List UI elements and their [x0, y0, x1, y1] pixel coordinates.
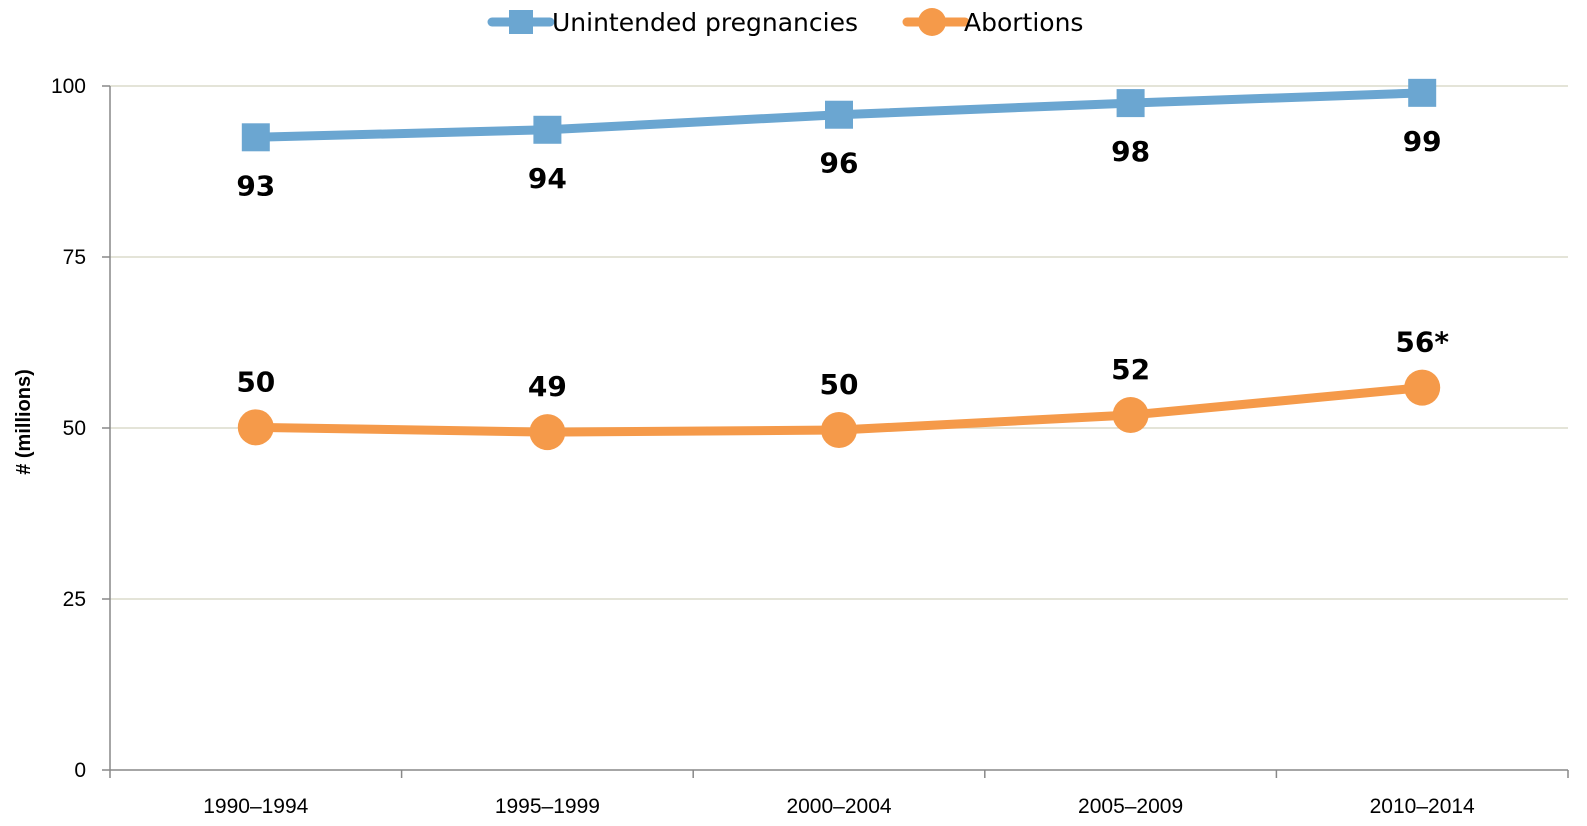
legend-label: Abortions	[964, 8, 1083, 37]
data-label: 52	[1111, 353, 1150, 386]
y-tick-label: 50	[63, 417, 86, 440]
legend-label: Unintended pregnancies	[552, 8, 858, 37]
x-tick-label: 2010–2014	[1370, 795, 1475, 818]
data-label: 56*	[1395, 326, 1449, 359]
data-point	[821, 412, 857, 449]
data-point	[825, 100, 853, 129]
x-tick-label: 1995–1999	[495, 795, 600, 818]
data-label: 94	[528, 162, 567, 195]
series-1	[241, 78, 1437, 152]
data-point	[1408, 78, 1437, 107]
x-tick-label: 2000–2004	[786, 795, 891, 818]
data-point	[1116, 89, 1145, 118]
legend: Unintended pregnancies Abortions	[487, 8, 1083, 37]
data-point	[529, 414, 566, 451]
data-label: 50	[820, 368, 859, 401]
y-axis-title: # (millions)	[13, 369, 35, 475]
data-point	[241, 123, 270, 152]
data-label: 98	[1111, 135, 1150, 168]
data-label: 96	[820, 147, 859, 180]
axes	[102, 85, 1569, 778]
data-labels: 93 94 96 98 99 50 49 50 52 56*	[236, 125, 1449, 403]
legend-item: Unintended pregnancies	[487, 8, 858, 37]
legend-item: Abortions	[902, 8, 1083, 37]
legend-swatch-marker	[509, 10, 533, 34]
x-tick-labels: 1990–1994 1995–1999 2000–2004 2005–2009 2010…	[203, 795, 1475, 818]
data-point	[533, 115, 562, 144]
series-layer	[237, 78, 1441, 451]
series-2	[237, 369, 1441, 451]
data-point	[1404, 369, 1441, 406]
legend-swatch-marker	[918, 8, 946, 36]
data-label: 50	[236, 365, 275, 398]
y-tick-label: 75	[63, 246, 86, 269]
data-label: 99	[1403, 125, 1442, 158]
x-tick-label: 2005–2009	[1078, 795, 1183, 818]
data-label: 49	[528, 370, 567, 403]
y-tick-labels: 0 25 50 75 100	[51, 75, 86, 782]
data-label: 93	[236, 169, 275, 202]
y-tick-label: 25	[63, 588, 86, 611]
data-point	[1112, 397, 1149, 434]
data-point	[237, 409, 274, 446]
y-tick-label: 100	[51, 75, 86, 98]
y-tick-label: 0	[74, 759, 86, 782]
x-tick-label: 1990–1994	[203, 795, 308, 818]
